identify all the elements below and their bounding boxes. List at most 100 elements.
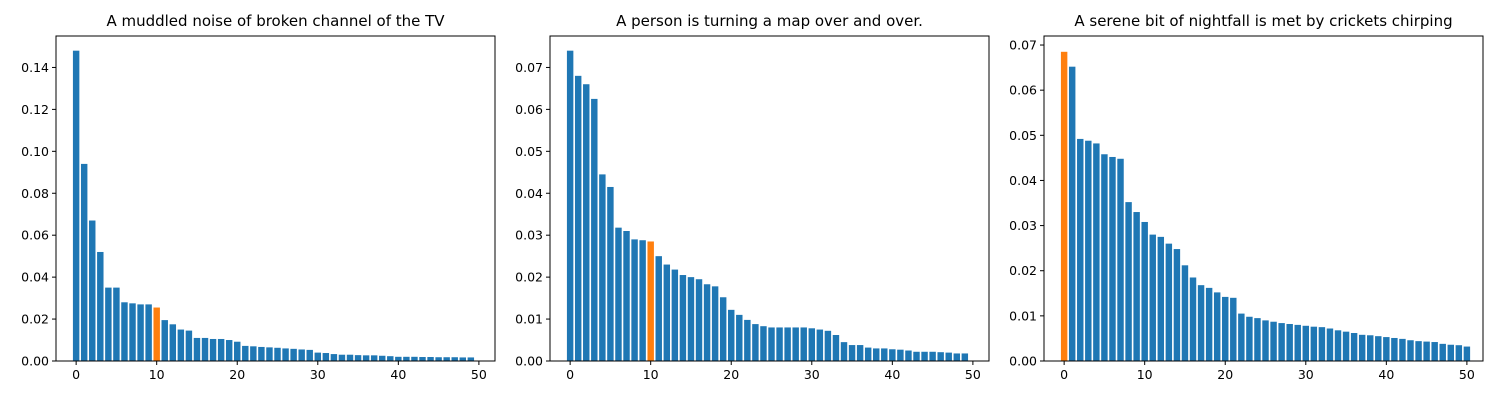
bar [1455, 345, 1463, 361]
bar [306, 349, 313, 361]
y-tick-label: 0.07 [1009, 38, 1037, 53]
bar [631, 239, 638, 361]
x-tick-label: 50 [965, 367, 981, 382]
chart-title: A muddled noise of broken channel of the… [106, 12, 445, 30]
bar [242, 345, 249, 361]
bar [1278, 323, 1285, 361]
bar [744, 319, 751, 361]
bar [1350, 333, 1358, 361]
bar [1157, 236, 1165, 361]
bar [776, 327, 783, 361]
bar [881, 348, 888, 361]
bar [897, 349, 904, 361]
bar [663, 264, 671, 361]
bar [1318, 327, 1326, 361]
bar [322, 353, 330, 361]
y-tick-label: 0.05 [1009, 128, 1037, 143]
bar [89, 220, 96, 361]
bar [346, 354, 354, 361]
bar [873, 348, 880, 361]
bar [945, 352, 952, 361]
bar [1093, 143, 1100, 361]
bar [290, 348, 297, 361]
bar [225, 340, 233, 361]
axes-frame [1043, 35, 1484, 362]
bar [1326, 328, 1334, 361]
bar [921, 351, 928, 361]
bar [864, 347, 872, 361]
y-tick-label: 0.00 [21, 354, 49, 369]
y-tick-label: 0.14 [21, 60, 49, 75]
bar [314, 352, 322, 361]
bar [338, 354, 346, 361]
bar [451, 357, 458, 361]
bar [583, 84, 590, 361]
y-tick-label: 0.06 [515, 102, 543, 117]
bar [679, 275, 687, 361]
bar [129, 303, 136, 361]
bar [1342, 331, 1350, 361]
bar [566, 50, 574, 362]
x-tick-label: 10 [643, 367, 659, 382]
bar [1173, 249, 1181, 361]
bar [113, 287, 120, 361]
bar [411, 356, 418, 361]
y-tick-label: 0.06 [21, 228, 49, 243]
bar [1222, 296, 1229, 361]
bar [1181, 265, 1189, 361]
bar [1205, 287, 1213, 362]
bar [1399, 338, 1406, 361]
bar [330, 354, 338, 361]
bar [1407, 340, 1414, 361]
x-tick-label: 0 [566, 367, 574, 382]
bar [1463, 346, 1471, 361]
bar [1085, 140, 1092, 361]
bar [1383, 337, 1390, 361]
bar [1391, 337, 1398, 361]
bar [599, 174, 606, 361]
bar [1367, 335, 1374, 361]
bar [1077, 138, 1084, 361]
bar [1375, 336, 1382, 361]
bar [607, 186, 614, 361]
chart-title: A person is turning a map over and over. [616, 12, 923, 30]
bar [792, 327, 799, 361]
chart-panel-crickets-nightfall: A serene bit of nightfall is met by cric… [1009, 12, 1484, 382]
bar [736, 314, 743, 361]
bar [169, 324, 177, 361]
y-tick-label: 0.10 [21, 144, 49, 159]
y-tick-label: 0.00 [1009, 354, 1037, 369]
bar [574, 75, 582, 361]
bar [1230, 297, 1237, 361]
y-tick-label: 0.01 [515, 312, 543, 327]
bar [443, 357, 450, 361]
bar-highlighted [647, 241, 654, 361]
bar [1238, 313, 1245, 361]
x-tick-label: 40 [1378, 367, 1394, 382]
bar [105, 287, 112, 361]
bar [1197, 285, 1205, 361]
bar-highlighted [153, 307, 160, 361]
y-tick-label: 0.03 [1009, 218, 1037, 233]
bar [298, 349, 305, 361]
bar [913, 351, 920, 361]
bar [1101, 154, 1108, 361]
y-tick-label: 0.03 [515, 228, 543, 243]
x-tick-label: 50 [471, 367, 487, 382]
bar [258, 346, 265, 361]
bar [403, 356, 410, 361]
bar [1125, 202, 1132, 361]
x-tick-label: 40 [390, 367, 406, 382]
bar [72, 50, 80, 362]
bar [961, 353, 969, 361]
bar [1415, 341, 1422, 361]
bar [1246, 316, 1253, 361]
y-tick-label: 0.07 [515, 60, 543, 75]
bar [80, 163, 88, 361]
y-tick-label: 0.04 [21, 270, 49, 285]
bar [387, 356, 394, 361]
bar [768, 327, 775, 361]
bar [752, 324, 759, 361]
bar [671, 269, 679, 361]
